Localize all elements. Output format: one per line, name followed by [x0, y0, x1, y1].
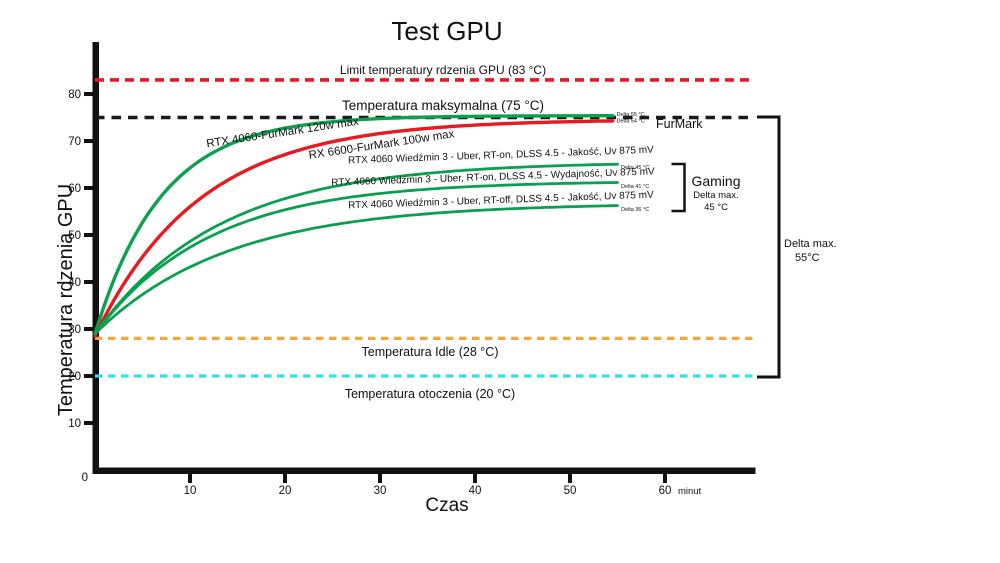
total-delta-bracket: [757, 115, 781, 379]
x-tick-label: 50: [564, 485, 577, 497]
delta-label-gaming-1: Delta 45 °C: [621, 165, 649, 171]
y-tick-label: 80: [68, 89, 81, 101]
y-tick-mark: [84, 421, 93, 425]
delta-label-gaming-2: Delta 41 °C: [621, 184, 649, 190]
x-axis-unit: minut: [678, 486, 702, 497]
y-tick-mark: [84, 327, 93, 331]
y-tick-mark: [84, 92, 93, 96]
x-tick-mark: [473, 468, 477, 483]
gaming-group-label: Gaming: [691, 173, 740, 189]
delta-label-gaming-3: Delta 36 °C: [621, 207, 649, 213]
x-tick-mark: [568, 468, 572, 483]
y-tick-label: 50: [68, 230, 81, 242]
x-tick-label: 60: [659, 485, 672, 497]
x-tick-label: 10: [184, 485, 197, 497]
axis-ticks: 10 20 30 40 50 60 70 80 10 20 30 40 50 60: [68, 89, 671, 497]
total-delta-value-label: 55°C: [795, 252, 820, 264]
gaming-delta-max-label: Delta max.: [693, 190, 738, 201]
furmark-group-label: FurMark: [656, 117, 703, 131]
limit-temp-label: Limit temperatury rdzenia GPU (83 °C): [340, 63, 546, 77]
x-tick-label: 30: [374, 485, 387, 497]
y-tick-mark: [84, 280, 93, 284]
y-tick-label: 30: [68, 324, 81, 336]
max-temp-label: Temperatura maksymalna (75 °C): [342, 98, 544, 113]
x-tick-mark: [283, 468, 287, 483]
temperature-curve: [93, 162, 619, 336]
ambient-temp-label: Temperatura otoczenia (20 °C): [345, 387, 515, 401]
temperature-curves: [93, 114, 619, 338]
y-tick-mark: [84, 233, 93, 237]
x-tick-mark: [378, 468, 382, 483]
y-tick-label: 40: [68, 277, 81, 289]
temperature-curve: [93, 181, 619, 336]
y-tick-label: 20: [68, 371, 81, 383]
origin-tick-label: 0: [82, 472, 88, 484]
chart-title: Test GPU: [391, 16, 502, 46]
x-axis-line: [92, 467, 756, 474]
y-axis-line: [92, 42, 99, 474]
y-tick-label: 70: [68, 136, 81, 148]
gaming-delta-value-label: 45 °C: [704, 202, 728, 213]
y-axis-label: Temperatura rdzenia GPU: [55, 184, 77, 416]
delta-label-furmark-100w: Delta 54 °C: [617, 119, 645, 125]
x-tick-mark: [188, 468, 192, 483]
x-tick-mark: [663, 468, 667, 483]
x-axis-label: Czas: [425, 495, 468, 516]
temperature-curve: [93, 204, 619, 336]
y-tick-label: 60: [68, 183, 81, 195]
delta-label-furmark-120w: Delta 55 °C: [617, 112, 645, 118]
x-tick-label: 20: [279, 485, 292, 497]
y-tick-label: 10: [68, 418, 81, 430]
y-tick-mark: [84, 139, 93, 143]
y-tick-mark: [84, 186, 93, 190]
temperature-curve: [93, 114, 615, 336]
temperature-curve: [93, 119, 615, 338]
y-tick-mark: [84, 374, 93, 378]
idle-temp-label: Temperatura Idle (28 °C): [362, 345, 499, 359]
x-tick-label: 40: [469, 485, 482, 497]
gaming-bracket: [671, 162, 686, 213]
total-delta-max-label: Delta max.: [784, 238, 837, 250]
